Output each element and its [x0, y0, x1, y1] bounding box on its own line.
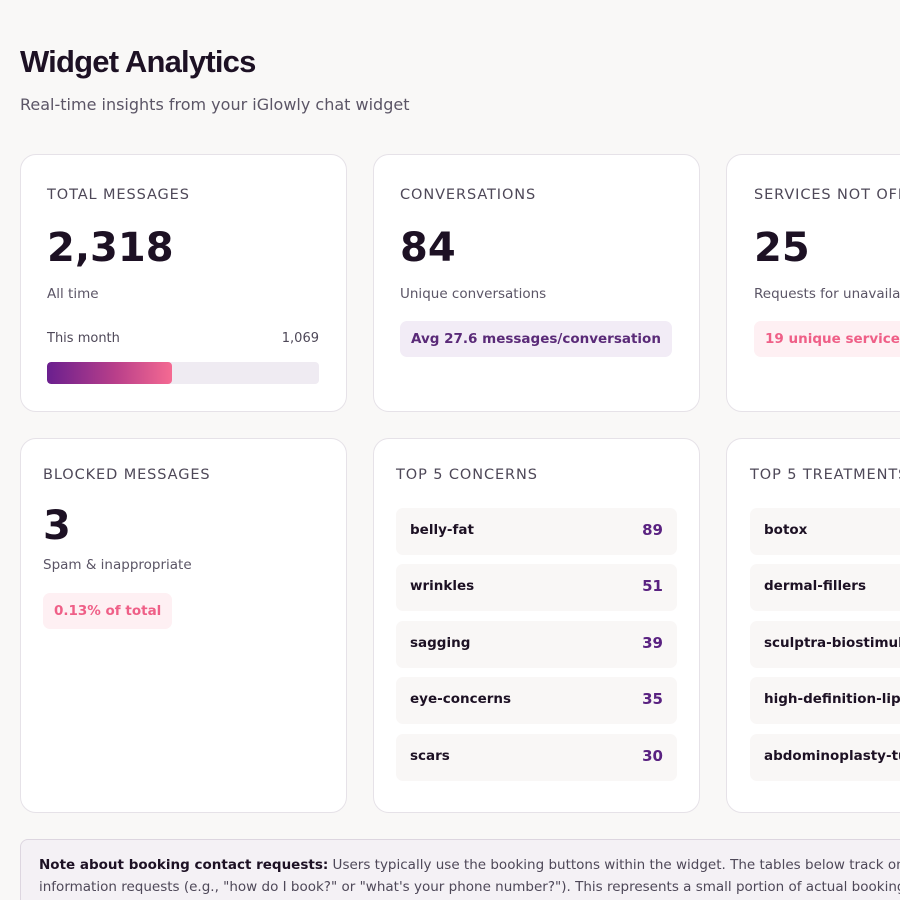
services-not-offered-value: 25	[754, 225, 810, 271]
services-not-offered-label: SERVICES NOT OFFE	[754, 187, 900, 203]
treatment-item[interactable]: dermal-fillers	[750, 564, 900, 611]
note-line-1: Note about booking contact requests: Use…	[39, 854, 900, 876]
concern-count: 39	[642, 634, 663, 652]
note-text-1: Users typically use the booking buttons …	[332, 857, 900, 873]
treatment-name: botox	[764, 522, 808, 538]
treatment-item[interactable]: high-definition-liposu	[750, 677, 900, 724]
top-treatments-label: TOP 5 TREATMENTS	[750, 467, 900, 483]
services-not-offered-card: SERVICES NOT OFFE 25 Requests for unavai…	[726, 154, 900, 412]
month-progress-bar	[47, 362, 319, 384]
concern-name: scars	[410, 748, 450, 764]
treatment-name: high-definition-liposu	[764, 691, 900, 707]
concern-count: 35	[642, 690, 663, 708]
concern-name: eye-concerns	[410, 691, 512, 707]
conversations-card: CONVERSATIONS 84 Unique conversations Av…	[373, 154, 700, 412]
total-messages-label: TOTAL MESSAGES	[47, 187, 190, 203]
concern-name: sagging	[410, 635, 471, 651]
note-title: Note about booking contact requests:	[39, 857, 329, 873]
treatment-name: abdominoplasty-tum	[764, 748, 900, 764]
conversations-caption: Unique conversations	[400, 286, 547, 302]
top-treatments-card: TOP 5 TREATMENTS botox dermal-fillers sc…	[726, 438, 900, 813]
concern-count: 89	[642, 521, 663, 539]
concern-name: wrinkles	[410, 578, 475, 594]
month-progress-fill	[47, 362, 173, 384]
page-title: Widget Analytics	[20, 44, 256, 79]
concern-item[interactable]: eye-concerns 35	[396, 677, 677, 724]
total-messages-card: TOTAL MESSAGES 2,318 All time This month…	[20, 154, 347, 412]
blocked-percent-badge: 0.13% of total	[43, 593, 173, 629]
page-header: Widget Analytics Real-time insights from…	[20, 42, 409, 116]
page-subtitle: Real-time insights from your iGlowly cha…	[20, 95, 410, 114]
month-value: 1,069	[281, 331, 319, 346]
avg-messages-badge: Avg 27.6 messages/conversation	[400, 321, 672, 357]
treatment-item[interactable]: sculptra-biostimulato	[750, 621, 900, 668]
treatment-item[interactable]: botox	[750, 508, 900, 555]
concern-count: 51	[642, 577, 663, 595]
blocked-messages-value: 3	[43, 503, 71, 549]
concern-item[interactable]: sagging 39	[396, 621, 677, 668]
unique-services-badge: 19 unique services re	[754, 321, 900, 357]
concern-name: belly-fat	[410, 522, 474, 538]
total-messages-value: 2,318	[47, 225, 174, 271]
conversations-value: 84	[400, 225, 456, 271]
blocked-messages-label: BLOCKED MESSAGES	[43, 467, 211, 483]
blocked-messages-caption: Spam & inappropriate	[43, 557, 192, 573]
treatment-name: dermal-fillers	[764, 578, 866, 594]
month-label: This month	[47, 331, 120, 346]
concern-item[interactable]: belly-fat 89	[396, 508, 677, 555]
top-concerns-label: TOP 5 CONCERNS	[396, 467, 538, 483]
treatment-name: sculptra-biostimulato	[764, 635, 900, 651]
conversations-label: CONVERSATIONS	[400, 187, 537, 203]
month-row: This month 1,069	[47, 331, 319, 346]
total-messages-caption: All time	[47, 286, 99, 302]
concern-item[interactable]: wrinkles 51	[396, 564, 677, 611]
concern-item[interactable]: scars 30	[396, 734, 677, 781]
treatment-item[interactable]: abdominoplasty-tum	[750, 734, 900, 781]
services-not-offered-caption: Requests for unavailabl	[754, 286, 900, 302]
top-concerns-card: TOP 5 CONCERNS belly-fat 89 wrinkles 51 …	[373, 438, 700, 813]
note-line-2: information requests (e.g., "how do I bo…	[39, 879, 900, 895]
blocked-messages-card: BLOCKED MESSAGES 3 Spam & inappropriate …	[20, 438, 347, 813]
booking-note: Note about booking contact requests: Use…	[20, 839, 900, 900]
concern-count: 30	[642, 747, 663, 765]
